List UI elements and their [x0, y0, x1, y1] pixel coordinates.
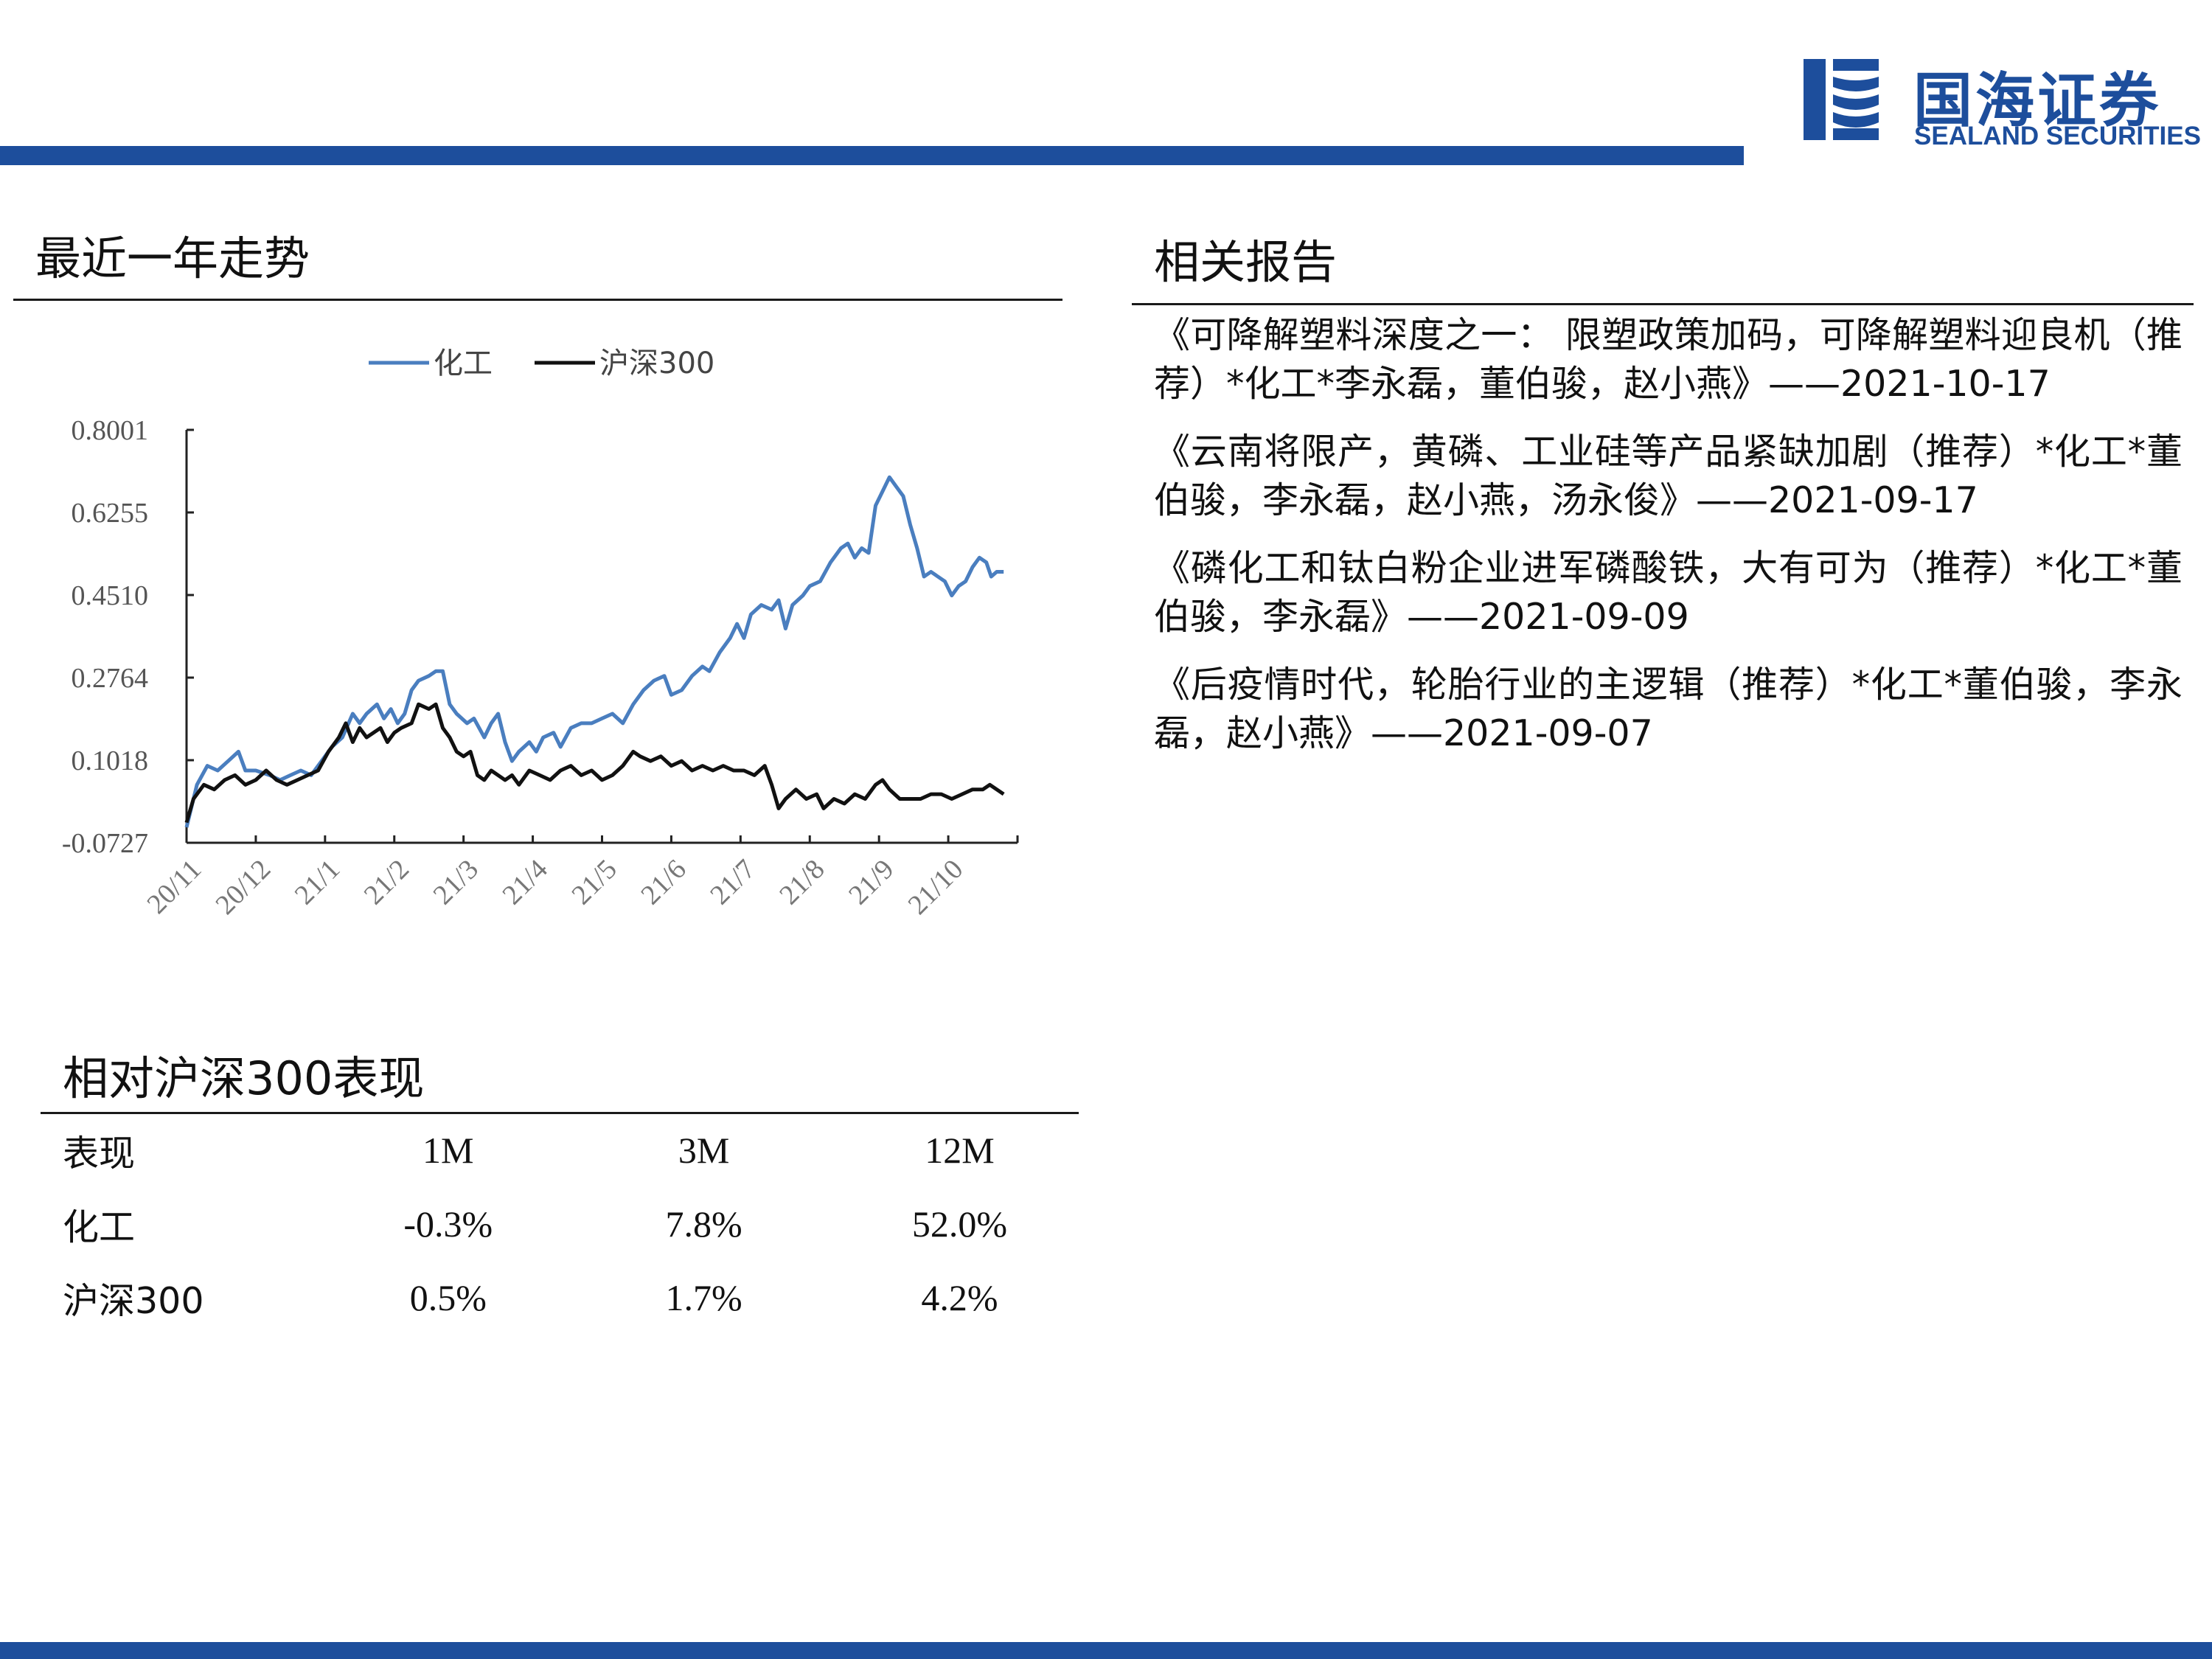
x-tick-label: 20/11 — [141, 854, 207, 920]
report-item[interactable]: 《可降解塑料深度之一： 限塑政策加码，可降解塑料迎良机（推荐）*化工*李永磊，董… — [1154, 314, 2183, 405]
series-line-chemical — [184, 475, 1004, 828]
header-cell: 表现 — [63, 1132, 136, 1175]
legend-label: 沪深300 — [599, 347, 714, 380]
sealand-logo: 国海证券 SEALAND SECURITIES — [1798, 52, 2211, 151]
performance-section-rule — [41, 1112, 1079, 1114]
report-item[interactable]: 《磷化工和钛白粉企业进军磷酸铁，大有可为（推荐）*化工*董伯骏，李永磊》——20… — [1154, 547, 2183, 638]
trend-section-rule — [13, 299, 1062, 301]
series-line-hs300 — [184, 702, 1005, 824]
header-rule-bar — [0, 146, 1744, 165]
reports-section-title: 相关报告 — [1154, 235, 1338, 289]
header-cell: 12M — [925, 1130, 995, 1171]
x-tick-label: 21/1 — [289, 854, 346, 911]
x-tick-label: 21/3 — [428, 854, 484, 911]
x-tick-label: 21/4 — [496, 854, 553, 911]
y-tick-label: 0.4510 — [72, 580, 149, 611]
report-list: 《可降解塑料深度之一： 限塑政策加码，可降解塑料迎良机（推荐）*化工*李永磊，董… — [1154, 311, 2183, 777]
sealand-wave-icon — [1798, 55, 1885, 145]
table-header-row: 表现 1M 3M 12M — [41, 1113, 1088, 1187]
x-tick-label: 21/6 — [635, 854, 692, 911]
value-cell: -0.3% — [403, 1203, 493, 1245]
header-cell: 1M — [422, 1130, 474, 1171]
value-cell: 0.5% — [409, 1277, 487, 1318]
y-tick-label: -0.0727 — [62, 828, 148, 859]
performance-section-title: 相对沪深300表现 — [63, 1051, 425, 1105]
report-item[interactable]: 《云南将限产，黄磷、工业硅等产品紧缺加剧（推荐）*化工*董伯骏，李永磊，赵小燕，… — [1154, 431, 2183, 521]
legend-label: 化工 — [434, 347, 493, 380]
logo-chinese-name: 国海证券 — [1913, 66, 2161, 135]
value-cell: 4.2% — [921, 1277, 998, 1318]
y-tick-label: 0.8001 — [72, 415, 149, 446]
x-tick-label: 21/5 — [566, 854, 622, 911]
x-tick-label: 21/10 — [902, 854, 970, 921]
report-item[interactable]: 《后疫情时代，轮胎行业的主逻辑（推荐）*化工*董伯骏，李永磊，赵小燕》——202… — [1154, 664, 2183, 754]
table-row: 化工 -0.3% 7.8% 52.0% — [41, 1187, 1088, 1261]
header-cell: 3M — [678, 1130, 730, 1171]
trend-line-chart: 0.80010.62550.45100.27640.1018-0.072720/… — [62, 347, 1019, 921]
row-label: 沪深300 — [63, 1279, 204, 1322]
performance-table: 表现 1M 3M 12M 化工 -0.3% 7.8% 52.0% 沪深300 0… — [41, 1113, 1088, 1335]
value-cell: 52.0% — [911, 1203, 1007, 1245]
table-row: 沪深300 0.5% 1.7% 4.2% — [41, 1261, 1088, 1335]
value-cell: 1.7% — [665, 1277, 742, 1318]
value-cell: 7.8% — [665, 1203, 742, 1245]
y-tick-label: 0.2764 — [72, 663, 149, 694]
x-tick-label: 21/9 — [843, 854, 900, 911]
y-tick-label: 0.6255 — [72, 498, 149, 529]
trend-section-title: 最近一年走势 — [35, 232, 310, 285]
row-label: 化工 — [63, 1206, 136, 1248]
footer-rule-bar — [0, 1642, 2212, 1659]
x-tick-label: 21/7 — [704, 854, 761, 911]
x-tick-label: 21/2 — [358, 854, 415, 911]
x-tick-label: 20/12 — [209, 854, 276, 921]
logo-english-name: SEALAND SECURITIES — [1914, 122, 2201, 150]
x-tick-label: 21/8 — [773, 854, 830, 911]
y-tick-label: 0.1018 — [72, 745, 149, 776]
reports-section-rule — [1132, 303, 2194, 305]
